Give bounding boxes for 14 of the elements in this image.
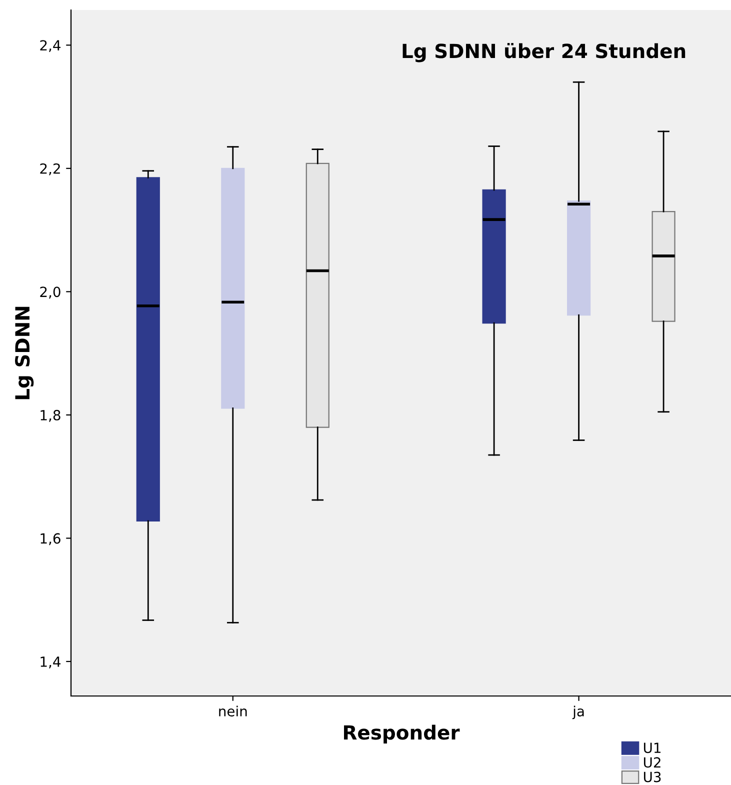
x-tick-label: nein — [219, 706, 247, 716]
y-tick-label: 2,0 — [40, 286, 60, 299]
x-tick-label: ja — [572, 706, 584, 720]
legend-label: U3 — [644, 772, 661, 782]
text: Lg SDNN über 24 Stunden — [402, 42, 686, 62]
y-tick-label: 1,8 — [40, 410, 60, 422]
legend-label: U2 — [644, 757, 660, 768]
y-tick-label: 2,4 — [40, 40, 60, 52]
y-tick-label: 2,2 — [40, 163, 60, 176]
y-axis-title: Lg SDNN — [15, 306, 34, 400]
y-tick-label: 1,6 — [40, 533, 60, 546]
y-tick-label: 1,4 — [40, 656, 60, 668]
x-axis-title: Responder — [344, 724, 460, 744]
legend-label: U1 — [644, 742, 660, 754]
